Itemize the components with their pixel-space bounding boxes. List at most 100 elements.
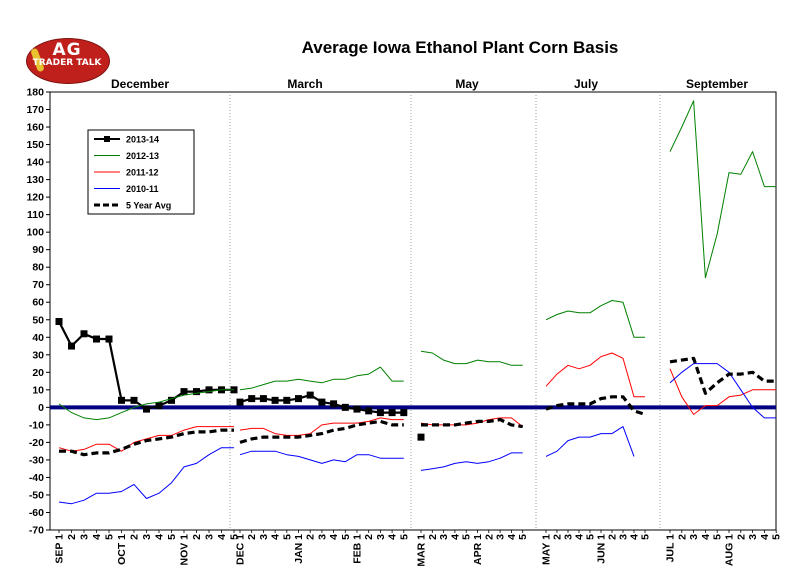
y-tick-label: 140 bbox=[26, 157, 44, 169]
x-tick-label: NOV 1 bbox=[179, 534, 191, 566]
legend-label-2012-13: 2012-13 bbox=[126, 151, 159, 161]
series-line-2012-13-july bbox=[545, 300, 645, 338]
x-tick-label: 5 bbox=[771, 534, 783, 540]
x-tick-label: 2 bbox=[676, 534, 688, 540]
y-tick-label: 10 bbox=[32, 384, 44, 396]
data-point-2013-14 bbox=[341, 403, 349, 411]
series-line-2011-12-december bbox=[58, 426, 234, 452]
data-point-2013-14 bbox=[248, 395, 256, 403]
x-tick-label: 2 bbox=[66, 534, 78, 540]
x-tick-label: 2 bbox=[427, 534, 439, 540]
legend-label-2010-11: 2010-11 bbox=[126, 184, 159, 194]
series-line-2010-11-july bbox=[545, 426, 635, 457]
y-tick-label: -40 bbox=[29, 472, 44, 484]
data-point-2013-14 bbox=[55, 318, 63, 326]
y-tick-label: 70 bbox=[32, 279, 44, 291]
x-tick-label: DEC 1 bbox=[235, 534, 247, 565]
series-line-2010-11-december bbox=[58, 447, 234, 505]
x-tick-label: 3 bbox=[258, 534, 270, 540]
x-tick-label: 4 bbox=[759, 534, 771, 540]
x-tick-label: 5 bbox=[166, 534, 178, 540]
x-tick-label: SEP 1 bbox=[54, 534, 66, 564]
y-tick-label: 60 bbox=[32, 297, 44, 309]
x-tick-label: 3 bbox=[316, 534, 328, 540]
series-line-2012-13-september bbox=[669, 100, 777, 279]
data-point-2013-14 bbox=[93, 335, 100, 343]
data-point-2013-14 bbox=[283, 396, 291, 404]
x-tick-label: APR 1 bbox=[472, 534, 484, 565]
x-tick-label: FEB 1 bbox=[352, 534, 364, 564]
chart-title: Average Iowa Ethanol Plant Corn Basis bbox=[301, 38, 619, 57]
x-tick-label: 5 bbox=[340, 534, 352, 540]
x-tick-label: 5 bbox=[104, 534, 116, 540]
data-point-2013-14 bbox=[155, 402, 163, 410]
x-tick-label: 2 bbox=[246, 534, 258, 540]
x-tick-label: 3 bbox=[204, 534, 216, 540]
y-tick-label: -70 bbox=[29, 525, 44, 537]
x-tick-label: MAR 1 bbox=[416, 534, 428, 567]
panel-header-september: September bbox=[686, 77, 748, 91]
data-point-2013-14 bbox=[417, 433, 425, 441]
y-tick-label: -50 bbox=[29, 489, 44, 501]
series-line-5-year-avg-september bbox=[669, 356, 777, 395]
data-point-2013-14 bbox=[105, 335, 113, 343]
ag-trader-talk-logo: AG TRADER TALK bbox=[26, 38, 110, 84]
data-point-2013-14 bbox=[400, 409, 408, 417]
data-point-2013-14 bbox=[376, 409, 384, 417]
legend-label-2011-12: 2011-12 bbox=[126, 168, 159, 178]
x-tick-label: MAY 1 bbox=[541, 534, 553, 565]
series-line-5-year-avg-july bbox=[545, 395, 646, 416]
y-tick-label: 130 bbox=[26, 174, 44, 186]
y-tick-label: 180 bbox=[26, 87, 44, 99]
x-tick-label: 2 bbox=[305, 534, 317, 540]
x-tick-label: 4 bbox=[328, 534, 340, 540]
x-tick-label: 4 bbox=[270, 534, 282, 540]
x-tick-label: 5 bbox=[229, 534, 241, 540]
y-tick-label: 80 bbox=[32, 262, 44, 274]
y-tick-label: -20 bbox=[29, 437, 44, 449]
x-tick-label: 4 bbox=[91, 534, 103, 540]
data-point-2013-14 bbox=[365, 407, 373, 415]
x-tick-label: 4 bbox=[629, 534, 641, 540]
x-tick-label: 3 bbox=[618, 534, 630, 540]
y-tick-label: 160 bbox=[26, 122, 44, 134]
x-tick-label: 4 bbox=[449, 534, 461, 540]
x-tick-label: 5 bbox=[461, 534, 473, 540]
x-tick-label: JUN 1 bbox=[596, 534, 608, 564]
y-tick-label: 100 bbox=[26, 227, 44, 239]
series-line-5-year-avg-may bbox=[421, 418, 523, 429]
x-tick-label: 5 bbox=[517, 534, 529, 540]
data-point-2013-14 bbox=[168, 396, 175, 404]
data-point-2013-14 bbox=[80, 330, 88, 338]
x-tick-label: 4 bbox=[216, 534, 228, 540]
series-line-2011-12-july bbox=[545, 352, 645, 398]
x-tick-label: 2 bbox=[129, 534, 141, 540]
x-tick-label: 4 bbox=[574, 534, 586, 540]
x-tick-label: AUG 1 bbox=[724, 534, 736, 566]
series-line-5-year-avg-march bbox=[239, 419, 404, 444]
data-point-2013-14 bbox=[306, 391, 314, 399]
series-line-2010-11-march bbox=[239, 450, 404, 464]
x-tick-label: 2 bbox=[607, 534, 619, 540]
plot-frame bbox=[49, 91, 777, 531]
series-line-2012-13-may bbox=[420, 350, 523, 366]
x-tick-label: 5 bbox=[585, 534, 597, 540]
y-tick-label: 110 bbox=[27, 209, 44, 221]
y-tick-label: -60 bbox=[29, 507, 44, 519]
series-line-2010-11-may bbox=[420, 452, 523, 471]
series-line-2011-12-september bbox=[669, 368, 777, 415]
y-tick-label: 30 bbox=[32, 349, 44, 361]
data-point-2013-14 bbox=[353, 405, 361, 413]
x-tick-label: 3 bbox=[495, 534, 507, 540]
x-tick-label: 4 bbox=[506, 534, 518, 540]
y-tick-label: 170 bbox=[26, 104, 44, 116]
data-point-2013-14 bbox=[318, 398, 326, 406]
series-line-2010-11-september bbox=[669, 363, 777, 419]
y-tick-label: 40 bbox=[32, 332, 44, 344]
x-tick-label: 5 bbox=[398, 534, 410, 540]
y-tick-label: 90 bbox=[32, 244, 44, 256]
logo-text-trader-talk: TRADER TALK bbox=[32, 58, 102, 68]
x-tick-label: 4 bbox=[154, 534, 166, 540]
x-tick-label: 3 bbox=[747, 534, 759, 540]
